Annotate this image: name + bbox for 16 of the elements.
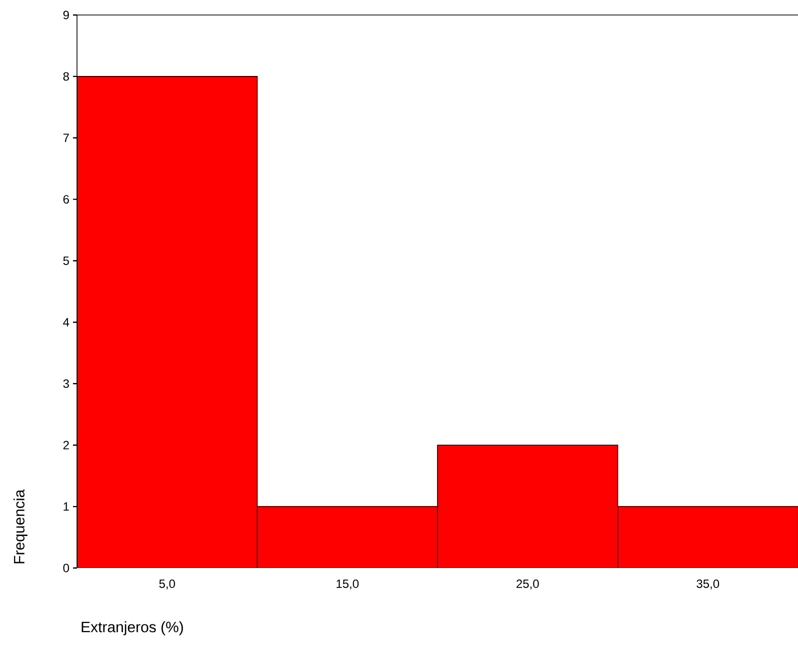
y-tick-label: 7 [63, 134, 69, 142]
y-tick-label: 4 [63, 318, 70, 326]
x-axis-title: Extranjeros (%) [82, 621, 183, 636]
y-tick-label: 9 [63, 10, 69, 20]
y-tick-label: 5 [63, 256, 69, 265]
y-tick-label: 1 [64, 502, 69, 511]
y-tick-label: 6 [63, 195, 69, 204]
x-tick-label: 5,0 [159, 580, 176, 590]
x-tick-label: 35,0 [696, 580, 720, 590]
y-tick-label: 8 [63, 72, 69, 81]
y-axis-title: Frequencia [13, 489, 28, 564]
y-tick-label: 2 [63, 440, 69, 450]
y-tick-label: 0 [63, 564, 70, 572]
y-tick-label: 3 [63, 379, 69, 388]
x-tick-label: 15,0 [336, 580, 359, 590]
x-tick-label: 25,0 [516, 580, 539, 590]
